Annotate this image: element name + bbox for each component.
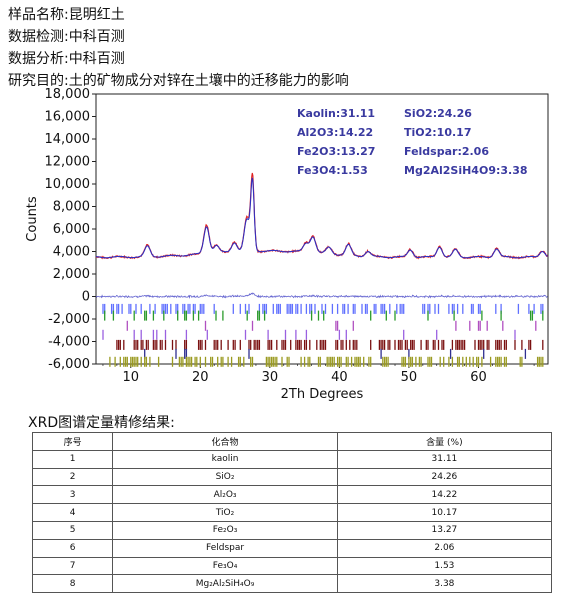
- reflection-mark-row: [102, 329, 516, 340]
- x-tick-label: 60: [470, 370, 487, 385]
- reflection-mark-row: [144, 348, 527, 359]
- cell-compound: Mg₂Al₂SiH₄O₉: [112, 574, 338, 594]
- data-detection-value: 中科百测: [68, 29, 125, 45]
- cell-compound: kaolin: [112, 449, 338, 469]
- y-tick-label: 14,000: [45, 132, 91, 147]
- data-analysis-line: 数据分析:中科百测: [8, 48, 349, 70]
- phase-content-annotation: TiO2:10.17: [404, 126, 471, 139]
- table-row: 3 Al₂O₃ 14.22: [31, 485, 553, 505]
- reflection-mark-row: [109, 356, 544, 367]
- y-tick-label: 8,000: [53, 200, 90, 215]
- x-tick-label: 50: [401, 370, 418, 385]
- cell-content: 1.53: [336, 556, 553, 576]
- table-header-row: 序号 化合物 含量 (%): [31, 432, 553, 451]
- y-axis-label: Counts: [25, 196, 40, 242]
- table-row: 6 Feldspar 2.06: [31, 538, 553, 558]
- cell-index: 2: [31, 467, 114, 487]
- table-row: 2 SiO₂ 24.26: [31, 467, 553, 487]
- cell-content: 13.27: [336, 520, 553, 540]
- cell-compound: Fe₃O₄: [112, 556, 338, 576]
- table-row: 1 kaolin 31.11: [31, 449, 553, 469]
- cell-index: 8: [31, 574, 114, 594]
- y-tick-label: 16,000: [45, 110, 91, 125]
- data-detection-label: 数据检测:: [8, 29, 69, 45]
- reflection-mark-row: [126, 320, 537, 331]
- sample-name-label: 样品名称:: [8, 7, 69, 23]
- cell-content: 31.11: [336, 449, 553, 469]
- table-row: 4 TiO₂ 10.17: [31, 503, 553, 522]
- y-tick-label: 18,000: [45, 87, 91, 102]
- calculated-pattern-line: [96, 177, 549, 259]
- cell-index: 6: [31, 538, 114, 558]
- data-analysis-value: 中科百测: [68, 51, 125, 67]
- sample-info: 样品名称:昆明红土 数据检测:中科百测 数据分析:中科百测 研究目的:土的矿物成…: [8, 4, 349, 92]
- x-tick-label: 10: [122, 370, 139, 385]
- phase-content-annotation: Al2O3:14.22: [297, 126, 373, 139]
- y-tick-label: -4,000: [48, 335, 90, 350]
- header-index: 序号: [31, 432, 114, 451]
- y-tick-label: -6,000: [48, 357, 90, 372]
- x-tick-label: 40: [331, 370, 348, 385]
- reflection-mark-row: [104, 310, 544, 321]
- cell-content: 14.22: [336, 485, 553, 505]
- table-row: 8 Mg₂Al₂SiH₄O₉ 3.38: [31, 574, 553, 594]
- xrd-chart: -6,000 -4,000 -2,000 0 2,000 4,000 6,000 8,000 1…: [25, 87, 549, 402]
- results-table-title: XRD图谱定量精修结果:: [28, 415, 175, 431]
- cell-index: 3: [31, 485, 114, 505]
- header-compound: 化合物: [112, 432, 338, 451]
- header-content: 含量 (%): [336, 432, 553, 451]
- cell-compound: Feldspar: [112, 538, 338, 558]
- y-tick-label: 6,000: [53, 222, 90, 237]
- y-tick-label: 2,000: [53, 267, 90, 282]
- y-tick-label: -2,000: [48, 312, 90, 327]
- cell-index: 5: [31, 520, 114, 540]
- reflection-mark-row: [102, 303, 544, 314]
- x-tick-label: 30: [262, 370, 279, 385]
- difference-line: [95, 292, 548, 299]
- phase-content-annotation: Mg2Al2SiH4O9:3.38: [404, 164, 528, 177]
- y-tick-label: 0: [82, 290, 90, 305]
- y-tick-label: 10,000: [45, 177, 91, 192]
- cell-index: 7: [31, 556, 114, 576]
- cell-index: 4: [31, 503, 114, 522]
- phase-content-annotation: Feldspar:2.06: [404, 145, 489, 158]
- x-tick-label: 20: [192, 370, 209, 385]
- phase-content-annotation: Fe2O3:13.27: [297, 145, 375, 158]
- y-tick-label: 12,000: [45, 155, 91, 170]
- data-detection-line: 数据检测:中科百测: [8, 26, 349, 48]
- x-axis-label: 2Th Degrees: [281, 387, 364, 402]
- table-row: 5 Fe₂O₃ 13.27: [31, 520, 553, 540]
- table-row: 7 Fe₃O₄ 1.53: [31, 556, 553, 576]
- phase-content-annotation: Fe3O4:1.53: [297, 164, 368, 177]
- cell-compound: TiO₂: [112, 503, 338, 522]
- cell-content: 24.26: [336, 467, 553, 487]
- phase-content-annotation: SiO2:24.26: [404, 107, 472, 120]
- cell-compound: Al₂O₃: [112, 485, 338, 505]
- cell-content: 3.38: [336, 574, 553, 594]
- cell-content: 2.06: [336, 538, 553, 558]
- cell-index: 1: [31, 449, 114, 469]
- cell-compound: Fe₂O₃: [112, 520, 338, 540]
- data-analysis-label: 数据分析:: [8, 51, 69, 67]
- research-purpose-value: 土的矿物成分对锌在土壤中的迁移能力的影响: [68, 73, 349, 89]
- cell-content: 10.17: [336, 503, 553, 522]
- phase-content-annotation: Kaolin:31.11: [297, 107, 375, 120]
- cell-compound: SiO₂: [112, 467, 338, 487]
- sample-name-value: 昆明红土: [68, 7, 125, 23]
- reflection-mark-row: [116, 339, 544, 350]
- research-purpose-label: 研究目的:: [8, 73, 69, 89]
- sample-name-line: 样品名称:昆明红土: [8, 4, 349, 26]
- research-purpose-line: 研究目的:土的矿物成分对锌在土壤中的迁移能力的影响: [8, 70, 349, 92]
- y-tick-label: 4,000: [53, 245, 90, 260]
- observed-pattern-line: [95, 172, 549, 260]
